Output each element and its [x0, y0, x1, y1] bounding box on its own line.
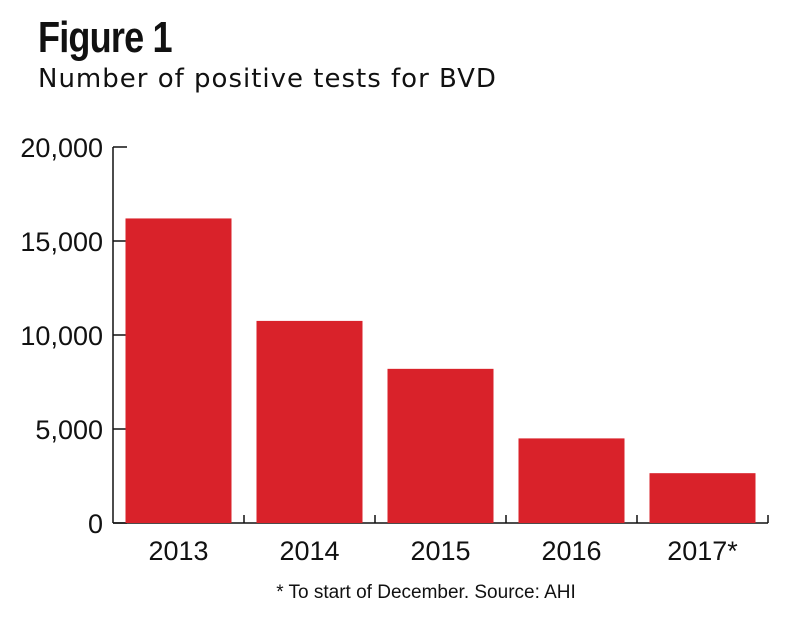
bar-2013 [125, 218, 232, 523]
y-tick-label: 20,000 [20, 133, 103, 163]
bars-group [125, 218, 756, 523]
x-tick-label: 2013 [148, 536, 208, 566]
y-tick-label: 10,000 [20, 321, 103, 351]
bar-2017 [649, 473, 756, 523]
x-tick-label: 2017* [667, 536, 738, 566]
y-tick-label: 15,000 [20, 227, 103, 257]
footnote: * To start of December. Source: AHI [276, 582, 576, 603]
chart-title: Figure 1 [38, 13, 173, 62]
y-tick-label: 0 [88, 509, 103, 539]
chart-subtitle: Number of positive tests for BVD [38, 64, 497, 94]
bar-2014 [256, 320, 363, 523]
x-axis-ticks: 2013 2014 2015 2016 2017* [148, 515, 769, 566]
bar-2015 [387, 368, 494, 523]
bar-2016 [518, 438, 625, 523]
x-tick-label: 2014 [279, 536, 339, 566]
x-tick-label: 2016 [541, 536, 601, 566]
x-tick-label: 2015 [410, 536, 470, 566]
y-axis-ticks: 0 5,000 10,000 15,000 20,000 [20, 133, 127, 539]
y-tick-label: 5,000 [35, 415, 103, 445]
